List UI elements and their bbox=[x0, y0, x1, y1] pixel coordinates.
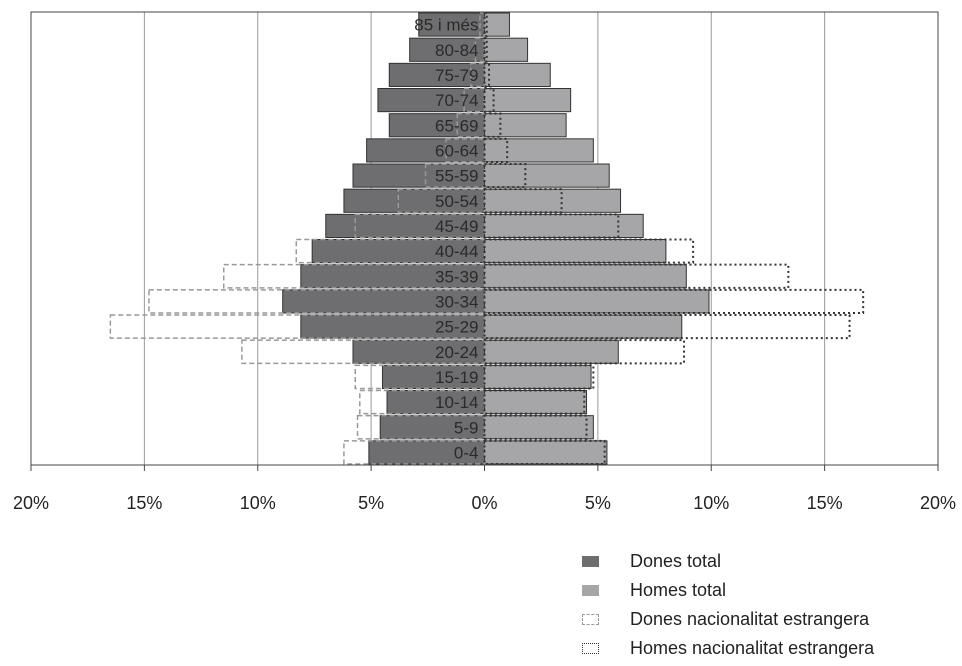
x-tick-label: 10% bbox=[240, 493, 276, 513]
bar-homes-total bbox=[484, 264, 687, 289]
bar-dones-estrangera bbox=[354, 364, 486, 390]
age-group-label: 5-9 bbox=[454, 418, 479, 437]
legend-item-homes-total: Homes total bbox=[574, 579, 954, 608]
bar-dones-estrangera bbox=[354, 213, 486, 239]
bar-homes-total bbox=[484, 440, 608, 465]
age-group-label: 55-59 bbox=[435, 167, 478, 186]
bar-homes-estrangera bbox=[483, 37, 488, 63]
x-tick-label: 15% bbox=[807, 493, 843, 513]
legend-item-dones-estrangera: Dones nacionalitat estrangera bbox=[574, 608, 954, 637]
bar-homes-estrangera bbox=[483, 87, 495, 113]
legend-swatch-homes-estrangera bbox=[582, 643, 599, 654]
age-group-label: 45-49 bbox=[435, 217, 478, 236]
legend-label-dones-estrangera: Dones nacionalitat estrangera bbox=[630, 609, 870, 629]
age-group-label: 85 i més bbox=[414, 16, 478, 35]
bar-homes-estrangera bbox=[483, 339, 686, 365]
bar-dones-estrangera bbox=[222, 263, 486, 289]
bar-dones-estrangera bbox=[424, 163, 486, 188]
legend-label-dones-total: Dones total bbox=[630, 551, 722, 571]
bar-homes-estrangera bbox=[483, 288, 865, 315]
bar-homes-estrangera bbox=[483, 314, 851, 340]
bar-homes-total bbox=[484, 314, 683, 339]
bar-homes-estrangera bbox=[483, 213, 620, 239]
age-group-label: 40-44 bbox=[435, 242, 478, 261]
bar-homes-total bbox=[484, 213, 644, 238]
bar-homes-estrangera bbox=[483, 12, 488, 38]
bar-homes-total bbox=[484, 62, 551, 87]
bar-homes-total bbox=[484, 390, 588, 415]
age-group-label: 10-14 bbox=[435, 393, 478, 412]
age-group-label: 35-39 bbox=[435, 267, 478, 286]
legend-item-dones-total: Dones total bbox=[574, 550, 954, 579]
legend-swatch-homes-total bbox=[582, 585, 599, 596]
bar-dones-estrangera bbox=[474, 37, 486, 63]
bar-homes-estrangera bbox=[483, 364, 595, 390]
bar-homes-total bbox=[484, 188, 622, 213]
legend-label-homes-total: Homes total bbox=[630, 580, 727, 600]
bar-homes-total bbox=[484, 289, 710, 314]
x-tick-label: 20% bbox=[920, 493, 956, 513]
bar-dones-estrangera bbox=[359, 389, 486, 415]
bar-homes-estrangera bbox=[483, 263, 790, 289]
bar-homes-total bbox=[484, 163, 610, 188]
bar-homes-total bbox=[484, 239, 667, 264]
bar-dones-estrangera bbox=[479, 12, 486, 37]
legend-item-homes-estrangera: Homes nacionalitat estrangera bbox=[574, 637, 954, 666]
bar-homes-estrangera bbox=[483, 439, 606, 466]
bar-homes-estrangera bbox=[483, 163, 527, 189]
bar-homes-estrangera bbox=[483, 62, 491, 88]
age-group-label: 75-79 bbox=[435, 66, 478, 85]
age-group-label: 70-74 bbox=[435, 91, 478, 110]
bar-dones-estrangera bbox=[241, 339, 486, 365]
bar-homes-total bbox=[484, 113, 567, 138]
x-tick-label: 5% bbox=[358, 493, 384, 513]
bar-dones-estrangera bbox=[456, 112, 486, 138]
bar-dones-estrangera bbox=[356, 414, 486, 440]
age-group-label: 0-4 bbox=[454, 443, 479, 462]
bar-dones-estrangera bbox=[463, 87, 486, 113]
age-group-label: 80-84 bbox=[435, 41, 478, 60]
bar-homes-total bbox=[484, 12, 510, 37]
legend-swatch-dones-estrangera bbox=[582, 614, 599, 625]
x-tick-label: 20% bbox=[13, 493, 49, 513]
bar-dones-estrangera bbox=[295, 238, 486, 264]
bar-homes-estrangera bbox=[483, 137, 509, 163]
legend-swatch-dones-total bbox=[582, 556, 599, 567]
legend-label-homes-estrangera: Homes nacionalitat estrangera bbox=[630, 638, 875, 658]
age-group-label: 50-54 bbox=[435, 192, 478, 211]
bar-dones-estrangera bbox=[397, 188, 486, 214]
bar-homes-estrangera bbox=[483, 414, 588, 440]
bar-dones-estrangera bbox=[109, 314, 486, 339]
bar-homes-total bbox=[484, 138, 594, 163]
age-group-label: 60-64 bbox=[435, 141, 478, 160]
legend: Dones total Homes total Dones nacionalit… bbox=[574, 550, 954, 666]
bar-homes-estrangera bbox=[483, 238, 695, 264]
bar-homes-estrangera bbox=[483, 112, 502, 138]
bar-homes-total bbox=[484, 37, 529, 62]
age-group-label: 15-19 bbox=[435, 368, 478, 387]
x-tick-label: 15% bbox=[126, 493, 162, 513]
bar-dones-estrangera bbox=[470, 62, 486, 88]
bar-homes-total bbox=[484, 364, 592, 390]
bar-homes-total bbox=[484, 415, 594, 440]
bar-dones-estrangera bbox=[148, 289, 486, 314]
age-group-label: 25-29 bbox=[435, 318, 478, 337]
age-group-label: 30-34 bbox=[435, 292, 478, 311]
age-group-label: 20-24 bbox=[435, 343, 478, 362]
bar-homes-total bbox=[484, 339, 619, 364]
bar-homes-total bbox=[484, 88, 572, 113]
x-tick-label: 5% bbox=[585, 493, 611, 513]
age-group-label: 65-69 bbox=[435, 116, 478, 135]
x-tick-label: 0% bbox=[471, 493, 497, 513]
bar-homes-estrangera bbox=[483, 389, 586, 415]
x-tick-label: 10% bbox=[693, 493, 729, 513]
